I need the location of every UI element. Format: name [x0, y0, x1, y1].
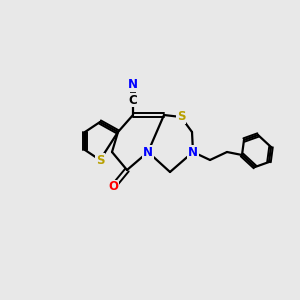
Text: S: S	[96, 154, 104, 166]
Text: O: O	[108, 181, 118, 194]
Text: C: C	[129, 94, 137, 106]
Text: S: S	[177, 110, 185, 124]
Text: N: N	[188, 146, 198, 158]
Text: N: N	[128, 79, 138, 92]
Text: N: N	[143, 146, 153, 158]
